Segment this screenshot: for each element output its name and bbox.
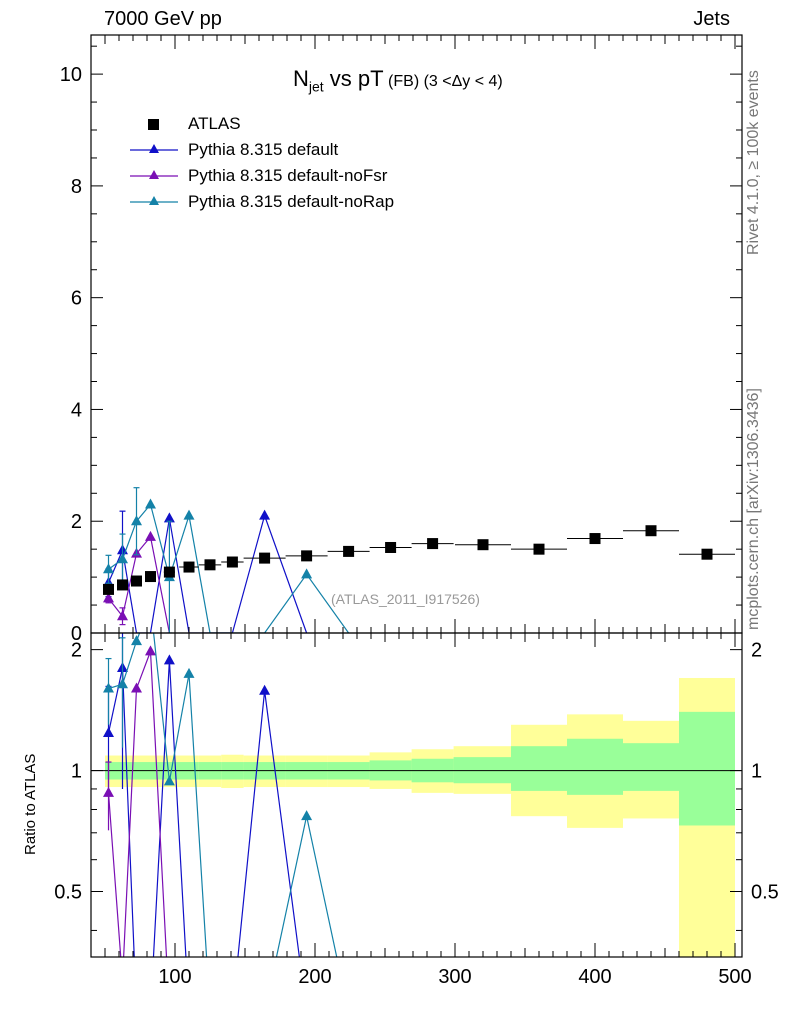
ratio-point-nofsr [103,786,114,797]
header-right: Jets [693,8,730,30]
y-tick-label: 4 [71,399,82,421]
y-tick-label: 6 [71,288,82,310]
atlas-point [226,556,238,568]
main-plot-area [103,487,735,633]
x-tick-label: 300 [438,966,471,988]
y-tick-label: 10 [60,64,82,86]
legend-label-norap: Pythia 8.315 default-noRap [188,192,395,211]
ratio-point-nofsr [145,645,156,656]
atlas-point [204,559,216,571]
atlas-point [301,550,313,562]
x-tick-label: 200 [298,966,331,988]
rivet-label: Rivet 4.1.0, ≥ 100k events [745,70,762,255]
series-point-norap [131,515,142,526]
legend-marker-atlas [148,119,159,130]
ratio-y-tick-label-right: 2 [751,640,762,662]
ratio-y-tick-label-right: 0.5 [751,881,779,903]
series-point-norap [145,498,156,509]
mcplots-label: mcplots.cern.ch [arXiv:1306.3436] [745,388,762,630]
ratio-y-tick-label: 2 [71,640,82,662]
series-point-nofsr [117,610,128,621]
ratio-frame [90,632,743,958]
title-n: N [293,66,309,91]
ratio-point-default [259,684,271,695]
atlas-point [589,533,601,545]
ratio-point-norap [103,682,114,693]
atlas-point [163,566,175,578]
series-line-default [107,513,308,633]
ratio-band-inner [679,711,735,826]
atlas-point [343,545,355,557]
y-tick-label: 8 [71,176,82,198]
x-tick-label: 500 [718,966,751,988]
ratio-point-norap [131,635,142,646]
atlas-point [533,543,545,555]
atlas-point [117,579,128,591]
legend-label-atlas: ATLAS [188,114,241,133]
x-tick-label: 400 [578,966,611,988]
series-point-default [259,509,271,520]
ratio-point-norap [301,810,313,821]
title-main: vs pT [323,66,384,91]
ratio-line-default [107,660,300,957]
atlas-point [131,575,142,587]
atlas-point [701,548,713,560]
atlas-point [103,583,114,595]
atlas-point [427,538,439,550]
legend-marker-norap [130,196,178,205]
plot-title: Njet vs pT (FB) (3 <Δy < 4) [293,66,503,94]
ratio-ylabel: Ratio to ATLAS [22,753,39,855]
atlas-point [145,571,156,583]
x-tick-label: 100 [158,966,191,988]
series-point-nofsr [103,592,114,603]
legend-marker-default [130,144,178,153]
ratio-point-norap [163,775,175,786]
atlas-point [385,541,397,553]
ratio-line-norap [108,633,338,957]
series-point-norap [117,553,128,564]
ratio-point-default [163,654,175,665]
ratio-point-nofsr [131,682,142,693]
ratio-y-tick-label: 0.5 [54,881,82,903]
series-line-norap [108,503,350,633]
legend-label-nofsr: Pythia 8.315 default-noFsr [188,166,388,185]
title-sub: jet [308,78,324,95]
ratio-y-tick-label: 1 [71,761,82,783]
ratio-plot-area [91,633,742,957]
ratio-point-default [103,727,114,738]
header-left: 7000 GeV pp [104,8,222,30]
series-point-default [163,512,175,523]
y-tick-label: 0 [71,623,82,645]
analysis-watermark: (ATLAS_2011_I917526) [331,591,480,607]
series-point-nofsr [145,530,156,541]
legend-label-default: Pythia 8.315 default [188,140,339,159]
ratio-y-tick-label-right: 1 [751,761,762,783]
series-point-norap [103,563,114,574]
ratio-band-inner [623,743,679,791]
series-point-norap [301,568,313,579]
series-point-norap [183,509,195,520]
title-qualifier: (FB) (3 <Δy < 4) [383,73,503,90]
ratio-band-inner [511,746,567,791]
ratio-band-inner [567,738,623,795]
atlas-point [259,552,271,564]
ratio-line-nofsr [107,651,168,957]
legend-marker-nofsr [130,170,178,179]
atlas-point [477,539,489,551]
atlas-point [183,561,195,573]
atlas-point [645,525,657,537]
ratio-point-norap [183,667,195,678]
ratio-point-norap [117,678,128,689]
y-tick-label: 2 [71,511,82,533]
